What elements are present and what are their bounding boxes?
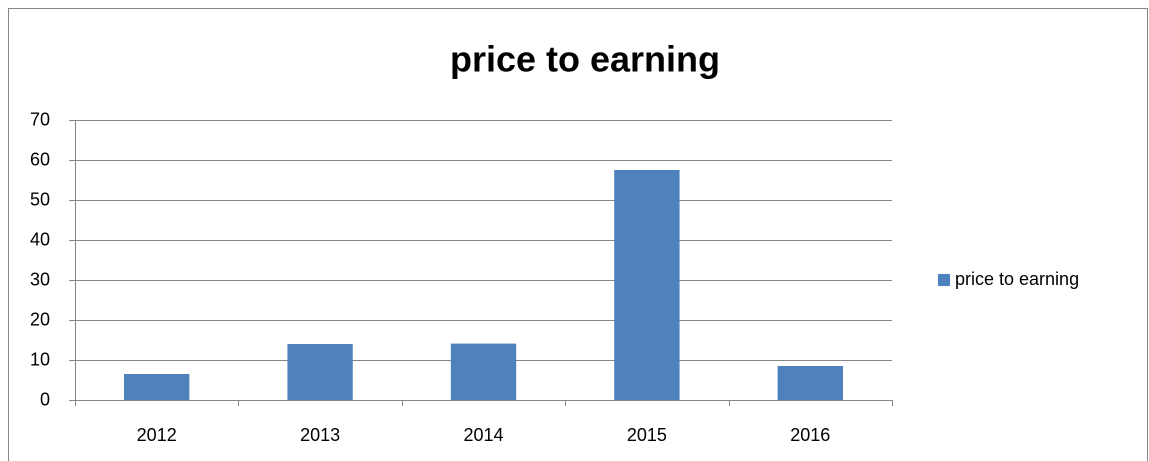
bar xyxy=(777,366,843,400)
legend-label: price to earning xyxy=(955,269,1079,289)
y-tick-label: 40 xyxy=(30,229,50,249)
y-tick-label: 20 xyxy=(30,309,50,329)
y-tick-label: 50 xyxy=(30,189,50,209)
y-tick-label: 70 xyxy=(30,109,50,129)
bar xyxy=(287,344,353,400)
legend-swatch xyxy=(938,274,950,286)
x-tick-label: 2012 xyxy=(137,425,177,445)
x-tick-label: 2016 xyxy=(790,425,830,445)
y-tick-label: 10 xyxy=(30,349,50,369)
x-tick-label: 2014 xyxy=(463,425,503,445)
chart-frame xyxy=(8,8,1148,461)
x-tick-label: 2015 xyxy=(627,425,667,445)
x-tick-label: 2013 xyxy=(300,425,340,445)
bar xyxy=(124,374,190,400)
bar xyxy=(614,170,680,400)
y-tick-label: 0 xyxy=(40,389,50,409)
bar xyxy=(450,343,517,400)
y-tick-label: 60 xyxy=(30,149,50,169)
chart-title: price to earning xyxy=(450,39,720,80)
y-tick-label: 30 xyxy=(30,269,50,289)
